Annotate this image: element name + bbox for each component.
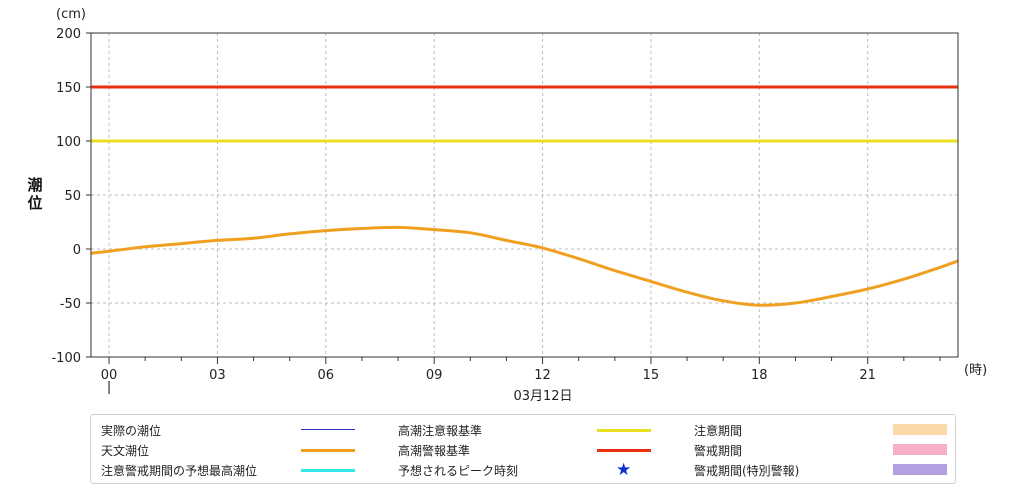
threshold-lines (91, 85, 958, 143)
y-axis-ticks: -100 -50 0 50 100 150 200 (51, 27, 91, 366)
legend-label: 実際の潮位 (101, 423, 162, 438)
legend-rect-swatch (893, 444, 947, 455)
legend-rect-swatch (893, 424, 947, 435)
y-tick-label: -50 (60, 297, 81, 312)
y-tick-label: 0 (73, 243, 81, 258)
series-line-astronomical-tide (90, 225, 959, 307)
x-tick-label: 00 (101, 368, 118, 383)
grid-lines (91, 33, 958, 357)
legend: 実際の潮位天文潮位注意警戒期間の予想最高潮位 高潮注意報基準 高潮警報基準予想される… (90, 414, 956, 484)
x-tick-label: 06 (318, 368, 335, 383)
y-axis-label-char: 潮 (27, 176, 42, 194)
y-tick-label: -100 (51, 351, 81, 366)
legend-label: 高潮注意報基準 (398, 423, 483, 438)
y-tick-label: 50 (64, 189, 81, 204)
legend-line-swatch (301, 449, 355, 452)
y-axis-label-char: 位 (27, 194, 42, 212)
y-tick-label: 100 (56, 135, 81, 150)
x-axis-ticks: 00 03 06 09 12 15 18 21 (101, 357, 941, 394)
x-tick-label: 09 (426, 368, 443, 383)
x-tick-label: 21 (859, 368, 876, 383)
x-axis-unit: (時) (964, 363, 987, 378)
legend-label: 高潮警報基準 (398, 443, 471, 458)
x-tick-label: 12 (534, 368, 551, 383)
legend-label: 警戒期間(特別警報) (694, 463, 800, 478)
y-axis-unit: (cm) (56, 7, 86, 22)
y-axis-label: 潮位 (27, 176, 42, 212)
x-tick-label: 03 (209, 368, 226, 383)
legend-label: 注意警戒期間の予想最高潮位 (101, 463, 258, 478)
legend-label: 警戒期間 (694, 443, 743, 458)
legend-line-swatch (597, 449, 651, 452)
x-tick-label: 15 (643, 368, 660, 383)
legend-line-swatch (301, 429, 355, 430)
legend-label: 予想されるピーク時刻 (398, 463, 519, 478)
date-label: 03月12日 (513, 389, 572, 404)
star-icon: ★ (616, 460, 632, 480)
legend-label: 注意期間 (694, 423, 743, 438)
y-tick-label: 200 (56, 27, 81, 42)
series-lines (90, 225, 959, 307)
y-tick-label: 150 (56, 81, 81, 96)
legend-rect-swatch (893, 464, 947, 475)
legend-line-swatch (301, 469, 355, 472)
tide-chart: -100 -50 0 50 100 150 200 00 03 06 09 12 15 18 21 (cm… (27, 7, 987, 404)
legend-line-swatch (597, 429, 651, 432)
x-tick-label: 18 (751, 368, 768, 383)
legend-label: 天文潮位 (101, 443, 150, 458)
